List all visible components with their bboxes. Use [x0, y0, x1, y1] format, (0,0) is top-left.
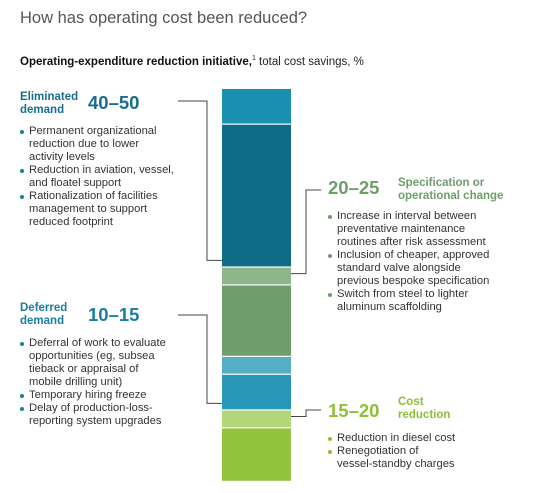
- bullet-line: management to support: [29, 203, 148, 215]
- bullet-line: standard valve alongside: [337, 262, 461, 274]
- bullet-item: Increase in interval between preventative…: [328, 210, 489, 249]
- bullet-line: Rationalization of facilities: [29, 190, 158, 202]
- bullet-line: Deferral of work to evaluate: [29, 337, 166, 349]
- bullet-line: reduction due to lower: [29, 138, 140, 150]
- bullet-item: Temporary hiring freeze: [20, 389, 166, 402]
- bullet-line: Renegotiation of: [337, 445, 419, 457]
- bullets-deferred-demand: Deferral of work to evaluate opportunitie…: [20, 337, 166, 428]
- bullet-line: tieback or appraisal of: [29, 363, 139, 375]
- subtitle-footnote: 1: [251, 55, 256, 62]
- connector-line-3: [291, 409, 321, 418]
- bar-segment-base-0: [222, 124, 291, 267]
- bullet-line: Temporary hiring freeze: [29, 389, 147, 401]
- bullet-item: Delay of production-loss-reporting syste…: [20, 402, 166, 428]
- bullet-line: Reduction in diesel cost: [337, 432, 456, 444]
- label-line: Eliminated: [20, 91, 79, 103]
- label-line: Cost: [398, 396, 424, 408]
- label-line: Specification or: [398, 177, 485, 189]
- bullet-line: previous bespoke specification: [337, 275, 490, 287]
- range-cost-reduction: 15–20: [328, 400, 380, 421]
- bar-segment-range-2: [222, 356, 291, 374]
- bullet-line: Permanent organizational: [29, 125, 157, 137]
- bullet-line: opportunities (eg, subsea: [29, 350, 155, 362]
- bar-segment-base-3: [222, 428, 291, 481]
- bullet-item: Permanent organizational reduction due to…: [20, 125, 174, 164]
- bullet-line: reporting system upgrades: [29, 415, 162, 427]
- bullet-item: Reduction in diesel cost: [328, 432, 455, 445]
- bar-segment-range-0: [222, 89, 291, 124]
- range-specification-change: 20–25: [328, 177, 380, 198]
- label-line: demand: [20, 315, 65, 327]
- label-line: demand: [20, 104, 65, 116]
- bullet-line: activity levels: [29, 151, 95, 163]
- range-deferred-demand: 10–15: [88, 304, 140, 325]
- bullet-item: Switch from steel to lighter aluminum sca…: [328, 288, 489, 314]
- bullet-line: mobile drilling unit): [29, 376, 123, 388]
- bullet-line: Inclusion of cheaper, approved: [337, 249, 490, 261]
- bar-segment-base-2: [222, 374, 291, 410]
- bar-segment-range-1: [222, 267, 291, 285]
- connector-line-2: [178, 314, 222, 404]
- category-label-deferred-demand: Deferred demand: [20, 302, 67, 328]
- bullet-line: Reduction in aviation, vessel,: [29, 164, 174, 176]
- bullets-specification-change: Increase in interval between preventative…: [328, 210, 489, 314]
- range-eliminated-demand: 40–50: [88, 92, 140, 113]
- bullet-line: aluminum scaffolding: [337, 301, 442, 313]
- bullet-line: Increase in interval between: [337, 210, 477, 222]
- subtitle-rest: total cost savings, %: [255, 55, 364, 68]
- bullet-item: Inclusion of cheaper, approved standard v…: [328, 249, 489, 288]
- category-label-cost-reduction: Cost reduction: [398, 396, 450, 422]
- bullet-line: routines after risk assessment: [337, 236, 486, 248]
- chart-subtitle: Operating-expenditure reduction initiati…: [20, 55, 364, 68]
- bullet-item: Reduction in aviation, vessel, and floate…: [20, 164, 174, 190]
- category-label-eliminated-demand: Eliminated demand: [20, 91, 78, 117]
- bullets-cost-reduction: Reduction in diesel cost Renegotiation of…: [328, 432, 455, 471]
- bullet-line: Delay of production-loss-: [29, 402, 153, 414]
- bullet-item: Deferral of work to evaluate opportunitie…: [20, 337, 166, 389]
- category-label-specification-change: Specification or operational change: [398, 177, 503, 203]
- bullet-line: vessel-standby charges: [337, 458, 455, 470]
- chart-title: How has operating cost been reduced?: [20, 9, 308, 27]
- bar-segment-base-1: [222, 285, 291, 356]
- bullet-line: preventative maintenance: [337, 223, 466, 235]
- bullet-item: Renegotiation of vessel-standby charges: [328, 445, 455, 471]
- connector-line-0: [178, 100, 222, 261]
- bullet-line: Switch from steel to lighter: [337, 288, 469, 300]
- bar-segment-range-3: [222, 410, 291, 428]
- bullets-eliminated-demand: Permanent organizational reduction due to…: [20, 125, 174, 229]
- bullet-line: reduced footprint: [29, 216, 113, 228]
- bullet-item: Rationalization of facilities management …: [20, 190, 174, 229]
- label-line: Deferred: [20, 302, 68, 314]
- connector-line-1: [291, 189, 321, 275]
- bullet-line: and floatel support: [29, 177, 122, 189]
- label-line: reduction: [398, 409, 451, 421]
- subtitle-bold: Operating-expenditure reduction initiati…: [20, 55, 252, 68]
- label-line: operational change: [398, 190, 504, 202]
